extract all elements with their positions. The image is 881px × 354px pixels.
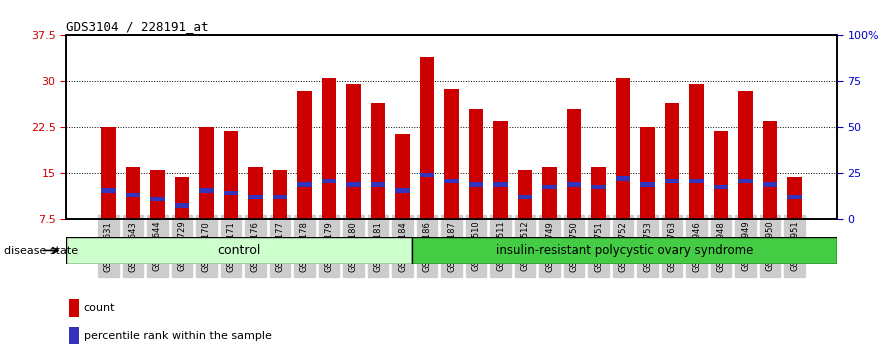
Bar	[371, 182, 385, 187]
Bar	[224, 131, 239, 219]
Bar	[518, 195, 532, 199]
Bar	[297, 182, 312, 187]
Bar	[199, 188, 214, 193]
Bar	[591, 167, 606, 219]
Bar	[346, 182, 361, 187]
Bar	[396, 188, 410, 193]
Bar	[591, 185, 606, 189]
Bar	[174, 177, 189, 219]
Bar	[566, 182, 581, 187]
Text: count: count	[84, 303, 115, 313]
Bar	[640, 127, 655, 219]
Text: disease state: disease state	[4, 246, 78, 256]
Bar	[101, 127, 115, 219]
Bar	[150, 197, 165, 201]
Bar	[322, 78, 337, 219]
Bar	[493, 182, 507, 187]
Bar	[542, 185, 557, 189]
Bar	[419, 57, 434, 219]
Text: insulin-resistant polycystic ovary syndrome: insulin-resistant polycystic ovary syndr…	[496, 244, 753, 257]
Text: control: control	[218, 244, 261, 257]
Bar	[616, 78, 631, 219]
Bar	[224, 191, 239, 195]
Bar	[396, 133, 410, 219]
Bar	[66, 237, 411, 264]
Text: percentile rank within the sample: percentile rank within the sample	[84, 331, 271, 341]
Bar	[69, 327, 79, 344]
Bar	[664, 103, 679, 219]
Bar	[174, 203, 189, 207]
Bar	[788, 195, 802, 199]
Bar	[199, 127, 214, 219]
Bar	[69, 299, 79, 317]
Bar	[272, 170, 287, 219]
Bar	[738, 91, 753, 219]
Bar	[346, 85, 361, 219]
Bar	[542, 167, 557, 219]
Bar	[689, 85, 704, 219]
Bar	[714, 131, 729, 219]
Bar	[419, 172, 434, 177]
Bar	[493, 121, 507, 219]
Text: GDS3104 / 228191_at: GDS3104 / 228191_at	[66, 20, 209, 33]
Bar	[272, 195, 287, 199]
Bar	[469, 182, 484, 187]
Bar	[444, 89, 459, 219]
Bar	[469, 109, 484, 219]
Bar	[616, 176, 631, 181]
Bar	[126, 167, 140, 219]
Bar	[640, 182, 655, 187]
Bar	[518, 170, 532, 219]
Bar	[763, 182, 777, 187]
Bar	[248, 195, 263, 199]
Bar	[566, 109, 581, 219]
Bar	[371, 103, 385, 219]
Bar	[738, 179, 753, 183]
Bar	[150, 170, 165, 219]
Bar	[763, 121, 777, 219]
Bar	[411, 237, 837, 264]
Bar	[788, 177, 802, 219]
Bar	[297, 91, 312, 219]
Bar	[689, 179, 704, 183]
Bar	[664, 179, 679, 183]
Bar	[126, 193, 140, 197]
Bar	[444, 179, 459, 183]
Bar	[322, 179, 337, 183]
Bar	[714, 185, 729, 189]
Bar	[248, 167, 263, 219]
Bar	[101, 188, 115, 193]
